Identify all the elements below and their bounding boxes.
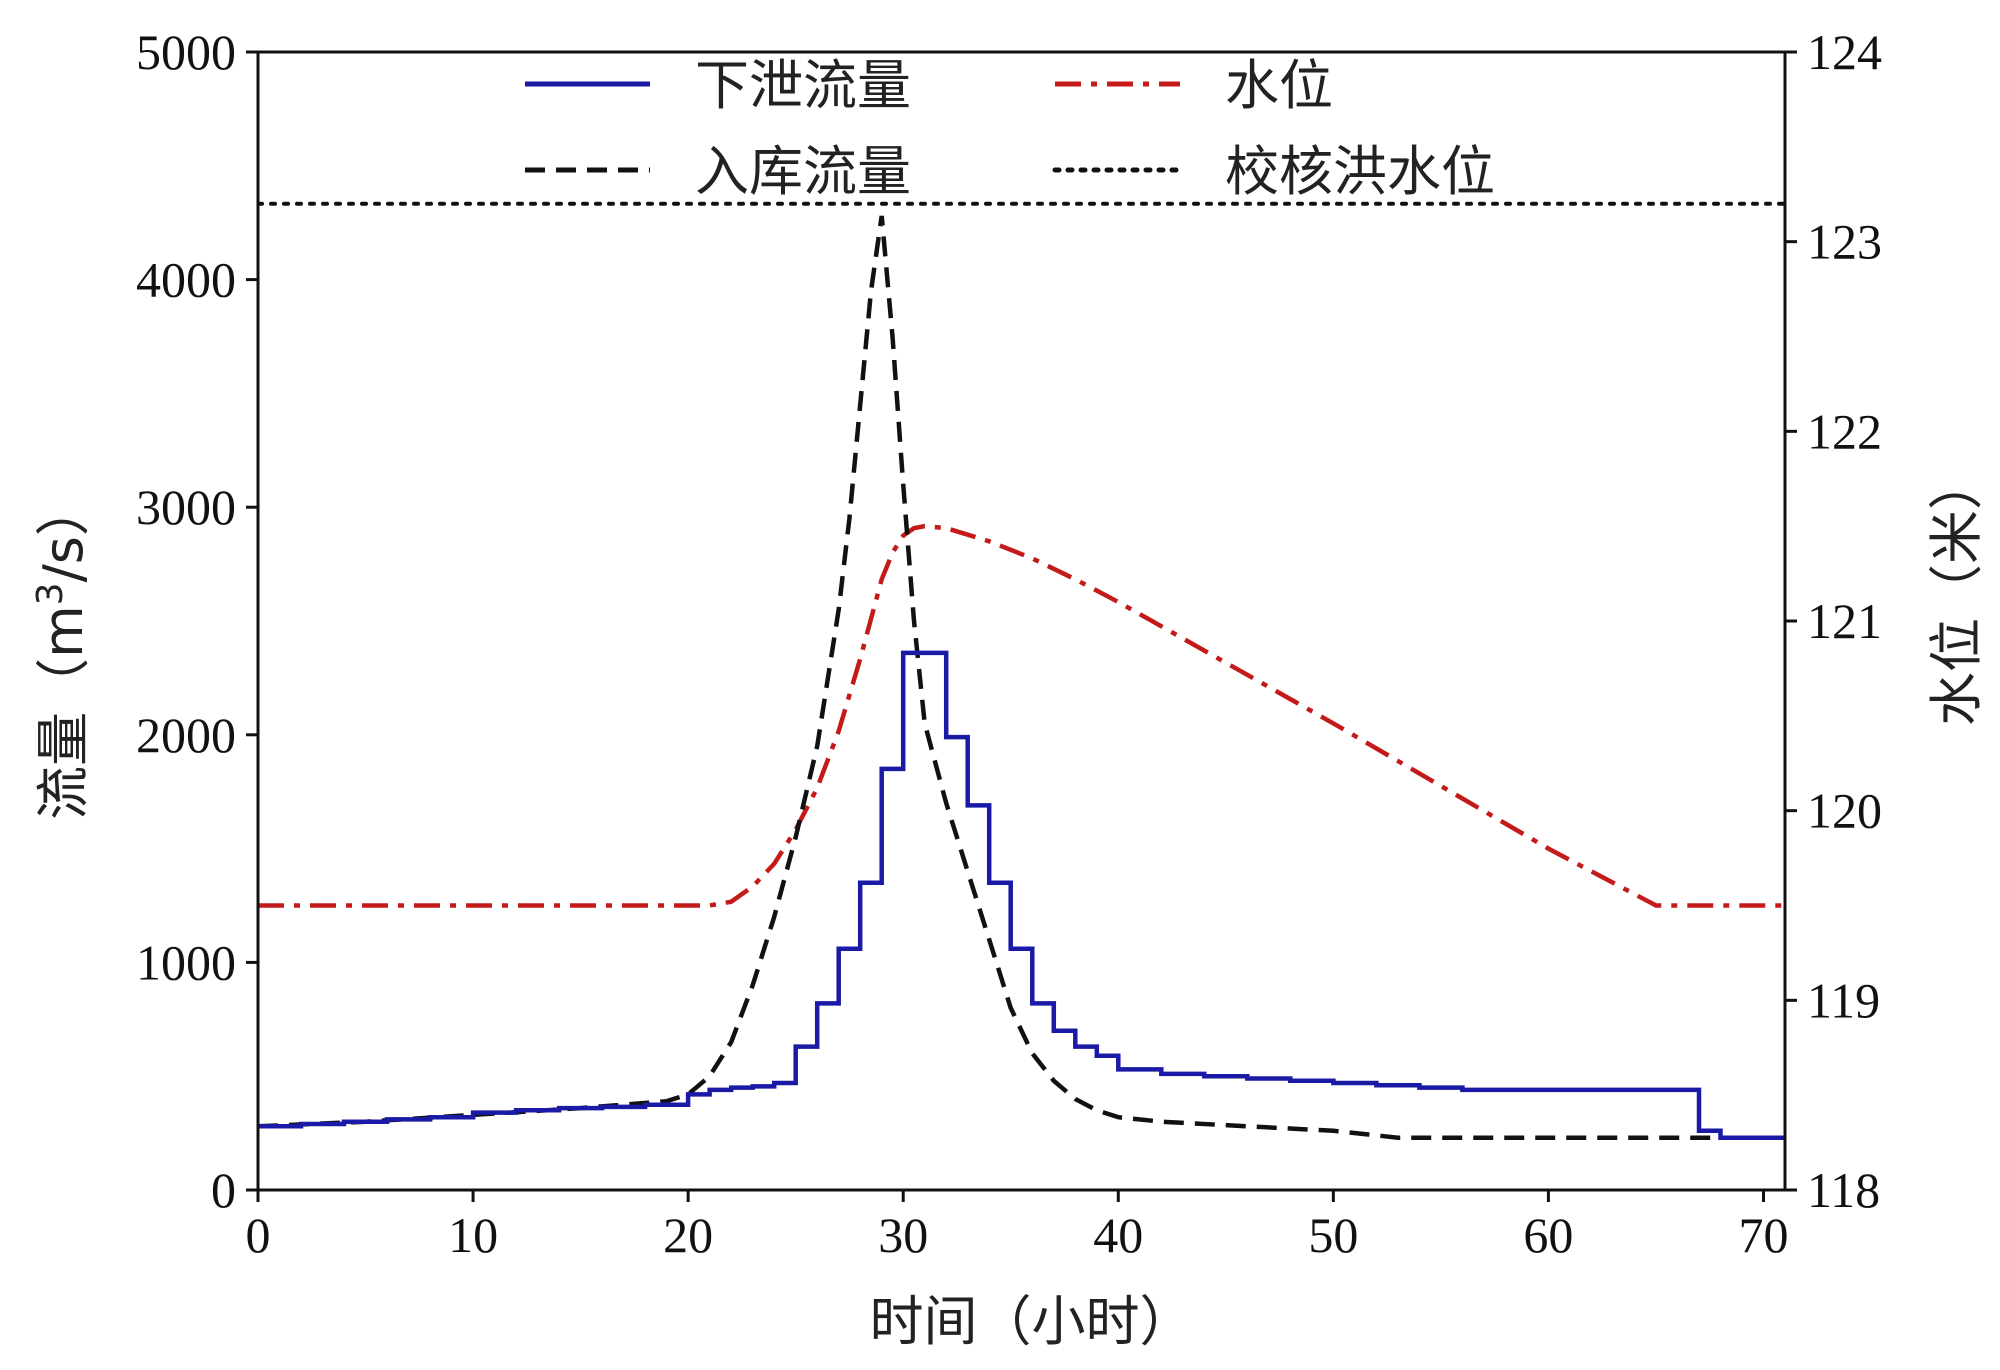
axes-layer: 0 10 20 30 40 50 60 70 0 1000 2000 3000 4000 5000 118 1… — [136, 24, 1882, 1263]
y-right-tick-label: 124 — [1807, 24, 1882, 80]
x-tick-label: 70 — [1738, 1207, 1788, 1263]
x-tick-label: 0 — [246, 1207, 271, 1263]
x-tick-label: 60 — [1523, 1207, 1573, 1263]
y-right-axis-label: 水位（米） — [1925, 456, 1988, 726]
y-right-tick-label: 118 — [1807, 1162, 1880, 1218]
x-tick-label: 40 — [1093, 1207, 1143, 1263]
x-tick-label: 20 — [663, 1207, 713, 1263]
y-left-tick-label: 0 — [211, 1162, 236, 1218]
y-left-tick-label: 2000 — [136, 707, 236, 763]
x-tick-label: 30 — [878, 1207, 928, 1263]
axis-labels: 时间（小时） 流量（m3/s） 水位（米） — [30, 456, 1988, 1353]
y-left-tick-label: 1000 — [136, 934, 236, 990]
y-right-tick-label: 122 — [1807, 403, 1882, 459]
y-left-axis-label: 流量（m3/s） — [30, 482, 95, 820]
x-tick-label: 10 — [448, 1207, 498, 1263]
y-right-tick-label: 123 — [1807, 214, 1882, 270]
y-left-tick-label: 3000 — [136, 479, 236, 535]
y-left-tick-label: 5000 — [136, 24, 236, 80]
outflow-line — [258, 650, 1785, 1140]
legend-label-outflow: 下泄流量 — [695, 54, 911, 117]
inflow-line — [258, 215, 1785, 1140]
y-right-tick-label: 120 — [1807, 783, 1882, 839]
legend-label-inflow: 入库流量 — [695, 140, 911, 203]
y-right-tick-label: 121 — [1807, 593, 1882, 649]
legend-label-water-level: 水位 — [1225, 54, 1333, 117]
y-left-tick-label: 4000 — [136, 252, 236, 308]
plot-frame — [256, 50, 1787, 1192]
series-layer — [258, 201, 1785, 1140]
legend-label-check-flood-level: 校核洪水位 — [1225, 140, 1495, 203]
x-tick-label: 50 — [1308, 1207, 1358, 1263]
water-level-line — [258, 523, 1785, 908]
x-axis-label: 时间（小时） — [870, 1290, 1194, 1353]
y-right-tick-label: 119 — [1807, 972, 1880, 1028]
